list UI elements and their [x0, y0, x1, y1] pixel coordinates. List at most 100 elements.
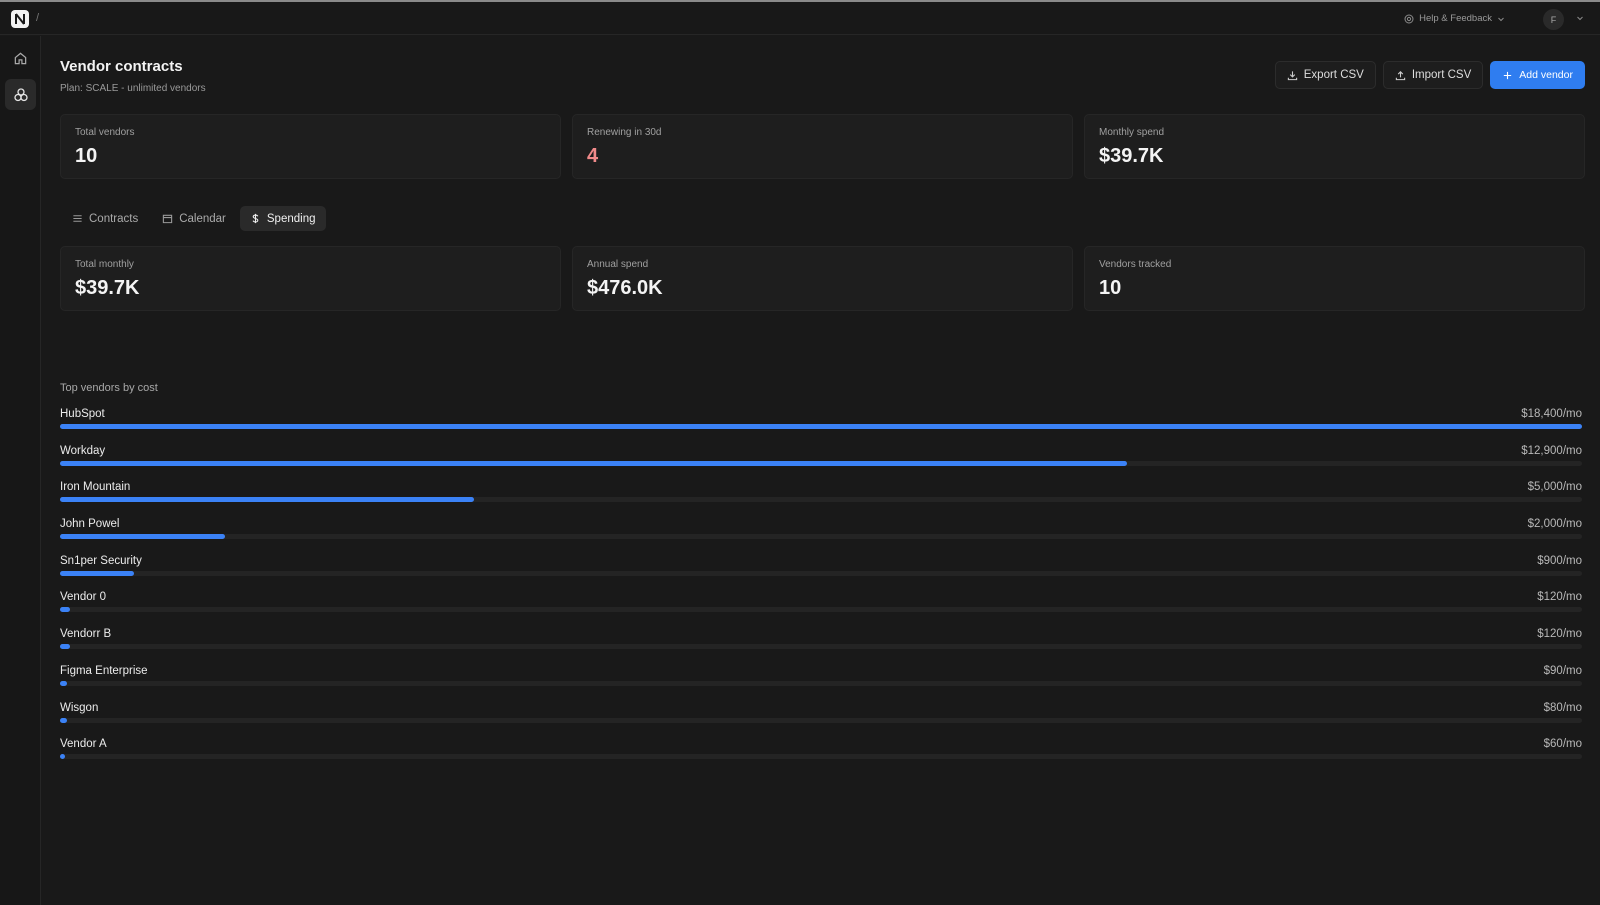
home-button[interactable]: [5, 43, 36, 74]
vendors-button[interactable]: [5, 79, 36, 110]
action-button[interactable]: Export CSV: [1274, 61, 1376, 89]
bar: [60, 754, 65, 760]
icon: [1395, 70, 1406, 80]
bar-row: Iron Mountain $5,000/mo: [60, 481, 1582, 518]
stat-value: 10: [1099, 277, 1122, 299]
bar: [60, 644, 70, 650]
bar-row: Vendor 0 $120/mo: [60, 591, 1582, 628]
stats: Total vendors 10 Renewing in 30d 4 Monthly s…: [60, 114, 1585, 179]
vendor-name: Vendorr B: [60, 628, 112, 641]
stat-value: 10: [75, 145, 98, 167]
stat-label: Annual spend: [587, 259, 649, 270]
tabs: Contracts Calendar Spending: [62, 206, 326, 231]
stat-label: Renewing in 30d: [587, 127, 662, 138]
bar-row: Sn1per Security $900/mo: [60, 555, 1582, 592]
stat-card: Annual spend $476.0K: [572, 246, 1073, 311]
vendor-cost: $120/mo: [1537, 628, 1582, 641]
vendor-cost: $18,400/mo: [1521, 408, 1582, 420]
bar-row: Vendorr B $120/mo: [60, 628, 1582, 665]
bar-row: Workday $12,900/mo: [60, 445, 1582, 482]
sidebar: [0, 36, 41, 905]
vendor-name: HubSpot: [60, 408, 105, 420]
vendor-name: Wisgon: [60, 701, 99, 714]
bar-row: Wisgon $80/mo: [60, 702, 1582, 739]
tab-label: Spending: [266, 212, 316, 225]
breadcrumb-separator: /: [36, 12, 40, 24]
bar-track: [60, 424, 1582, 429]
tab[interactable]: Calendar: [152, 206, 236, 231]
bar: [60, 497, 474, 503]
bar-track: [60, 717, 1582, 723]
icon: [73, 215, 82, 222]
vendor-cost: $5,000/mo: [1527, 481, 1582, 494]
tab[interactable]: Spending: [239, 206, 326, 231]
bar: [60, 460, 1128, 466]
stat-label: Total vendors: [75, 127, 135, 138]
action-label: Export CSV: [1303, 69, 1364, 81]
help-text: Help & Feedback: [1419, 13, 1492, 24]
action-label: Import CSV: [1411, 69, 1472, 81]
icon: [1504, 71, 1512, 79]
vendor-cost: $2,000/mo: [1527, 518, 1582, 531]
stat-value: $39.7K: [1099, 145, 1164, 167]
action-button[interactable]: Add vendor: [1490, 61, 1585, 89]
stat-value: $476.0K: [587, 277, 663, 299]
icon: [252, 213, 259, 224]
stat-value: $39.7K: [75, 277, 140, 299]
tab-label: Calendar: [179, 212, 226, 225]
help-feedback[interactable]: Help & Feedback: [1404, 13, 1505, 24]
bar-track: [60, 534, 1582, 540]
vendor-name: Vendor A: [60, 738, 107, 751]
actions: Export CSV Import CSV Add vendor: [1274, 61, 1585, 89]
bar: [60, 680, 68, 686]
stat-card: Renewing in 30d 4: [572, 114, 1073, 179]
chart: HubSpot $18,400/mo Workday $12,900/mo Iron M…: [60, 408, 1582, 775]
bar: [60, 534, 226, 540]
bar-row: HubSpot $18,400/mo: [60, 408, 1582, 445]
stat-label: Total monthly: [75, 259, 134, 270]
stat-label: Monthly spend: [1099, 127, 1165, 138]
summary: Total monthly $39.7K Annual spend $476.0K Ve…: [60, 246, 1585, 311]
stat-card: Vendors tracked 10: [1084, 246, 1585, 311]
stat-card: Monthly spend $39.7K: [1084, 114, 1585, 179]
vendor-name: Figma Enterprise: [60, 664, 148, 677]
stat-card: Total vendors 10: [60, 114, 561, 179]
vendor-cost: $900/mo: [1537, 554, 1582, 567]
vendor-name: Sn1per Security: [60, 554, 142, 567]
bar-track: [60, 607, 1582, 613]
icon: [163, 214, 173, 224]
avatar[interactable]: F: [1543, 9, 1564, 30]
tab-label: Contracts: [89, 212, 139, 225]
page-title: Vendor contracts: [60, 58, 183, 75]
top-bar: / Help & Feedback F: [0, 2, 1600, 35]
chart-title: Top vendors by cost: [60, 382, 158, 394]
action-label: Add vendor: [1519, 69, 1573, 81]
bar-track: [60, 754, 1582, 760]
stat-label: Vendors tracked: [1099, 259, 1172, 270]
bar: [60, 424, 1582, 429]
vendor-cost: $12,900/mo: [1521, 444, 1582, 457]
action-button[interactable]: Import CSV: [1382, 61, 1484, 89]
bar-track: [60, 570, 1582, 576]
vendor-cost: $80/mo: [1543, 701, 1582, 714]
bar-row: John Powel $2,000/mo: [60, 518, 1582, 555]
bar-track: [60, 497, 1582, 503]
icon: [1287, 70, 1297, 80]
page-subtitle: Plan: SCALE - unlimited vendors: [60, 83, 206, 94]
bar: [60, 607, 70, 613]
vendor-name: John Powel: [60, 518, 120, 531]
bar: [60, 717, 67, 723]
vendor-cost: $90/mo: [1543, 664, 1582, 677]
bar-track: [60, 460, 1582, 466]
bar-track: [60, 644, 1582, 650]
bar: [60, 570, 135, 576]
tab[interactable]: Contracts: [62, 206, 148, 231]
vendor-name: Workday: [60, 444, 106, 457]
avatar-chevron: [1577, 16, 1583, 21]
top-accent: [0, 0, 1600, 2]
logo[interactable]: [11, 10, 29, 28]
vendor-name: Vendor 0: [60, 591, 107, 604]
bar-row: Vendor A $60/mo: [60, 738, 1582, 775]
vendor-name: Iron Mountain: [60, 481, 131, 494]
